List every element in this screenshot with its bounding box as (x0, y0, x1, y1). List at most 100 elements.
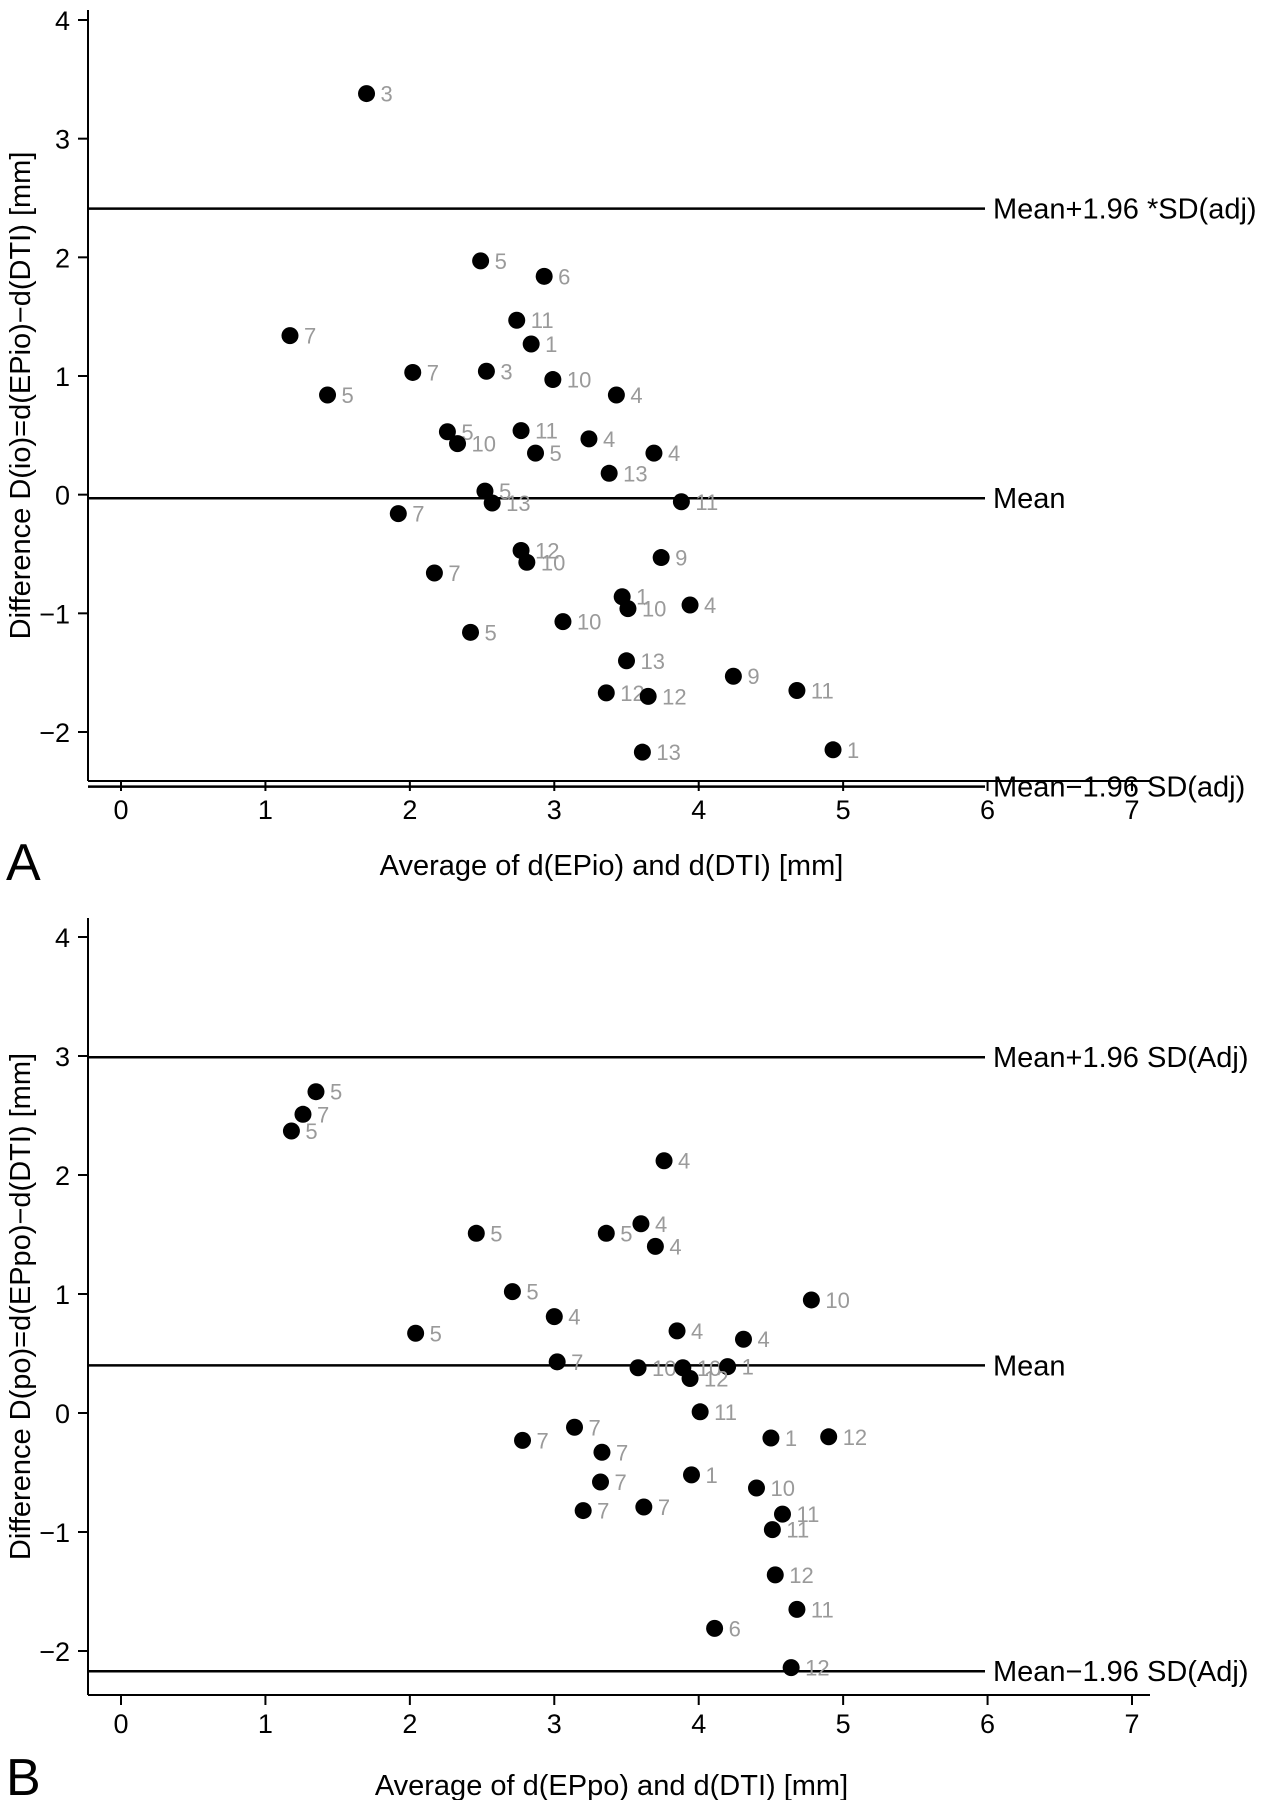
data-point-label-b: 5 (430, 1321, 442, 1346)
data-point-a (483, 494, 501, 512)
x-tick-label-a: 1 (258, 795, 273, 825)
data-point-a (633, 743, 651, 761)
data-point-a (404, 363, 422, 381)
data-point-label-a: 1 (545, 332, 557, 357)
data-point-label-a: 5 (485, 620, 497, 645)
data-point-label-a: 12 (535, 538, 559, 563)
data-point-a (672, 493, 690, 511)
x-axis-title-a: Average of d(EPio) and d(DTI) [mm] (380, 850, 844, 882)
data-point-b (646, 1237, 664, 1255)
x-tick-label-b: 1 (258, 1709, 273, 1739)
x-tick-label-b: 4 (691, 1709, 706, 1739)
data-point-label-b: 11 (786, 1518, 809, 1543)
lower-limit-label-b: Mean−1.96 SD(Adj) (993, 1656, 1249, 1688)
panel-letter-a: A (6, 834, 41, 892)
data-point-label-a: 9 (675, 546, 687, 571)
data-point-label-b: 5 (526, 1280, 538, 1305)
data-point-label-a: 1 (636, 585, 648, 610)
data-point-label-a: 1 (847, 738, 859, 763)
x-tick-label-b: 0 (113, 1709, 128, 1739)
data-point-label-a: 13 (506, 491, 530, 516)
data-point-b (574, 1502, 592, 1520)
data-point-a (281, 327, 299, 345)
data-point-label-b: 4 (568, 1305, 580, 1330)
data-point-label-b: 10 (652, 1356, 676, 1381)
data-point-a (788, 681, 806, 699)
data-point-label-b: 5 (305, 1119, 317, 1144)
data-point-b (820, 1428, 838, 1446)
data-point-label-b: 5 (330, 1080, 342, 1105)
data-point-label-a: 10 (642, 597, 666, 622)
data-point-a (512, 422, 530, 440)
data-point-b (592, 1473, 610, 1491)
data-point-label-b: 7 (658, 1495, 670, 1520)
data-point-label-a: 7 (412, 502, 424, 527)
data-point-b (691, 1403, 709, 1421)
data-point-label-a: 5 (495, 249, 507, 274)
data-point-a (554, 613, 572, 631)
x-axis-title-b: Average of d(EPpo) and d(DTI) [mm] (375, 1770, 848, 1800)
y-axis-title-a: Difference D(io)=d(EPio)−d(DTI) [mm] (5, 152, 37, 640)
data-point-label-a: 3 (500, 359, 512, 384)
data-point-a (652, 549, 670, 567)
data-point-label-b: 4 (691, 1319, 703, 1344)
data-point-b (548, 1353, 566, 1371)
data-point-b (681, 1369, 699, 1387)
data-point-label-a: 7 (427, 360, 439, 385)
y-tick-label-b: 1 (55, 1280, 70, 1310)
data-point-a (681, 596, 699, 614)
data-point-b (706, 1619, 724, 1637)
data-point-label-b: 7 (616, 1440, 628, 1465)
data-point-label-b: 11 (796, 1502, 819, 1527)
data-point-b (467, 1224, 485, 1242)
data-point-label-a: 5 (550, 441, 562, 466)
lower-limit-label-a: Mean−1.96 SD(adj) (993, 772, 1245, 804)
data-point-b (407, 1324, 425, 1342)
x-tick-label-a: 3 (547, 795, 562, 825)
panel-letter-b: B (6, 1749, 41, 1800)
data-point-label-b: 4 (757, 1327, 769, 1352)
data-point-a (618, 652, 635, 670)
data-point-a (425, 564, 443, 582)
data-point-a (508, 311, 526, 329)
data-point-b (566, 1418, 584, 1436)
data-point-label-a: 10 (472, 432, 496, 457)
data-point-a (544, 371, 562, 389)
y-tick-label-b: 0 (55, 1399, 70, 1429)
data-point-b (593, 1443, 611, 1461)
data-point-label-b: 4 (678, 1149, 690, 1174)
data-point-a (607, 386, 625, 404)
upper-limit-label-a: Mean+1.96 *SD(adj) (993, 194, 1257, 226)
data-point-b (782, 1659, 800, 1677)
data-point-label-a: 13 (656, 740, 680, 765)
data-point-label-a: 11 (531, 308, 554, 333)
y-tick-label-a: −1 (39, 599, 70, 629)
data-point-label-a: 4 (668, 441, 680, 466)
data-point-a (462, 623, 480, 641)
data-point-b (802, 1291, 820, 1309)
y-tick-label-a: 1 (55, 362, 70, 392)
data-point-b (282, 1122, 300, 1140)
mean-label-a: Mean (993, 483, 1066, 515)
data-point-a (438, 423, 456, 441)
data-point-label-a: 10 (577, 610, 601, 635)
data-point-a (639, 687, 657, 705)
data-point-a (522, 335, 540, 353)
data-point-label-b: 7 (589, 1415, 601, 1440)
x-tick-label-b: 2 (402, 1709, 417, 1739)
data-point-a (824, 741, 842, 759)
data-point-label-a: 13 (641, 649, 665, 674)
data-point-b (629, 1359, 647, 1377)
y-tick-label-b: 4 (55, 923, 70, 953)
data-point-label-a: 10 (567, 368, 591, 393)
data-point-a (358, 85, 376, 103)
data-point-label-a: 5 (499, 479, 511, 504)
data-point-b (294, 1105, 312, 1123)
data-point-label-a: 7 (304, 324, 316, 349)
x-tick-label-a: 5 (836, 795, 851, 825)
x-tick-label-b: 5 (836, 1709, 851, 1739)
data-point-label-b: 10 (825, 1288, 849, 1313)
y-tick-label-a: 4 (55, 6, 70, 36)
data-point-label-b: 12 (843, 1425, 867, 1450)
